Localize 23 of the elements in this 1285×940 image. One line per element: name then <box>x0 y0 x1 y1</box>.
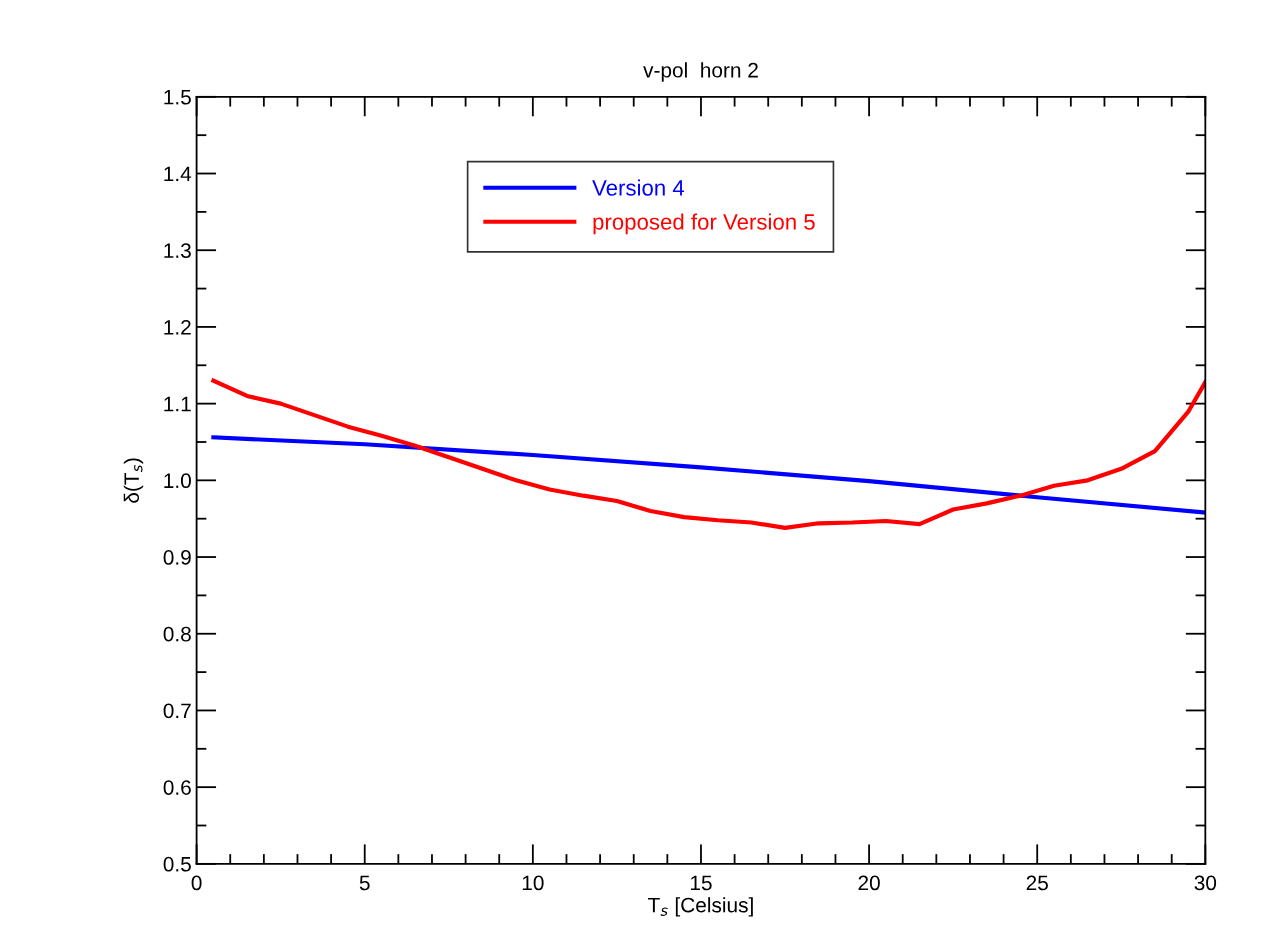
x-tick-label: 15 <box>690 875 712 891</box>
y-axis-title: δ(T$_{s}$) <box>123 458 144 503</box>
y-tick-label: 1.1 <box>164 396 191 412</box>
y-tick-label: 0.9 <box>163 550 191 565</box>
x-tick-label: 20 <box>858 875 880 891</box>
y-tick-label: 0.6 <box>163 780 191 795</box>
y-tick-label: 0.7 <box>163 703 191 719</box>
legend-label: Version 4 <box>592 179 685 196</box>
y-tick-label: 0.8 <box>163 626 191 642</box>
chart-title: v-pol horn 2 <box>643 62 758 82</box>
y-tick-label: 1.0 <box>164 473 191 489</box>
x-axis-title: T$_{s}$ [Celsius] <box>648 897 753 917</box>
x-tick-label: 5 <box>359 875 370 891</box>
y-tick-label: 1.4 <box>164 166 192 182</box>
y-tick-label: 1.2 <box>164 319 191 335</box>
x-tick-label: 25 <box>1026 875 1048 891</box>
x-tick-label: 30 <box>1194 875 1217 891</box>
x-tick-label: 10 <box>522 875 544 891</box>
y-tick-label: 1.3 <box>164 243 191 258</box>
x-tick-label: 0 <box>191 875 202 891</box>
legend-label: proposed for Version 5 <box>593 213 815 235</box>
y-tick-label: 0.5 <box>163 856 191 872</box>
y-tick-label: 1.5 <box>164 90 191 105</box>
